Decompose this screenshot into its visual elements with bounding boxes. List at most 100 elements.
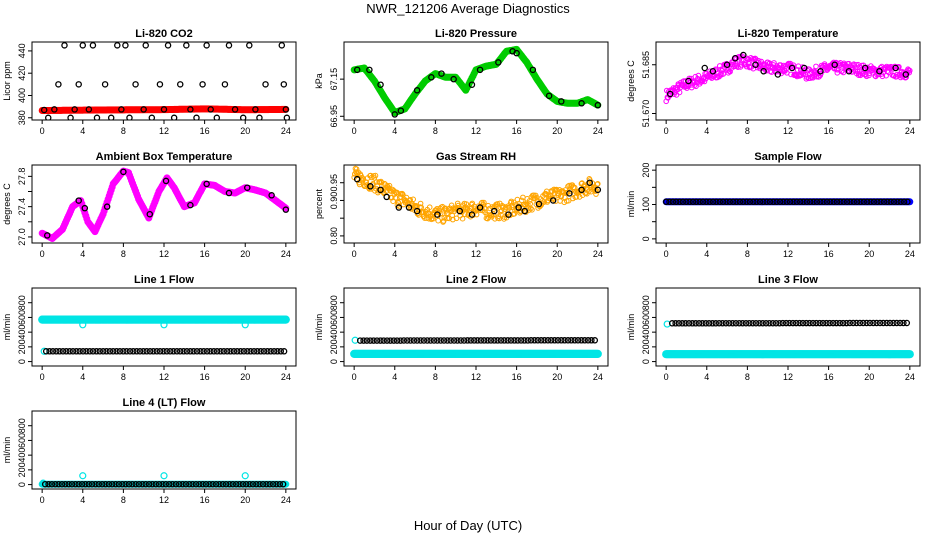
series-1 [38, 315, 290, 355]
data-point [143, 348, 150, 355]
data-point [513, 49, 520, 57]
data-point [81, 204, 89, 212]
series-2 [356, 337, 599, 344]
data-point [163, 348, 171, 355]
x-tick-label: 16 [824, 249, 834, 259]
y-tick-label: 51.670 [641, 100, 651, 128]
panel-frame [343, 41, 609, 121]
data-point [817, 198, 824, 206]
data-point [750, 198, 757, 206]
data-point [160, 472, 168, 480]
data-point [160, 321, 168, 329]
data-point [827, 198, 834, 206]
data-point [269, 480, 277, 488]
data-point [855, 61, 861, 68]
data-point [45, 480, 52, 488]
data-point [277, 348, 285, 355]
data-point [788, 64, 796, 72]
data-point [280, 348, 288, 355]
data-point [206, 480, 213, 488]
data-point [770, 198, 777, 206]
data-point [435, 217, 442, 224]
data-point [685, 320, 693, 327]
data-point [370, 337, 377, 344]
data-point [524, 337, 532, 344]
data-point [223, 348, 231, 355]
data-point [716, 198, 724, 206]
data-point [813, 198, 821, 206]
data-point [75, 81, 82, 88]
series-1 [38, 167, 290, 243]
data-point [772, 319, 780, 327]
data-point [843, 198, 851, 206]
data-point [568, 337, 575, 344]
data-point [535, 200, 543, 208]
y-tick-label: 200 [641, 163, 651, 178]
data-point [162, 480, 170, 488]
data-point [150, 348, 157, 355]
data-point [172, 480, 180, 488]
data-point [203, 180, 210, 188]
data-point [397, 107, 405, 114]
data-layer [350, 45, 602, 118]
data-point [254, 348, 261, 355]
data-point [55, 480, 62, 488]
data-point [796, 198, 804, 206]
data-point [896, 64, 902, 70]
data-point [517, 337, 525, 344]
data-point [53, 348, 60, 355]
data-point [142, 480, 149, 488]
y-tick-label: 400 [329, 325, 339, 340]
data-point [578, 100, 585, 107]
data-point [528, 205, 534, 212]
data-point [498, 211, 504, 218]
data-point [156, 81, 164, 88]
data-point [484, 337, 491, 344]
x-tick-label: 16 [512, 249, 522, 259]
data-point [476, 204, 484, 211]
data-point [494, 337, 501, 344]
data-point [574, 337, 582, 344]
data-point [515, 204, 522, 211]
data-point [725, 319, 733, 327]
data-point [561, 337, 568, 344]
y-tick-label: 440 [17, 43, 27, 58]
panel-title: Line 1 Flow [134, 274, 194, 286]
x-tick-label: 0 [40, 126, 45, 136]
data-point [282, 204, 290, 212]
data-point [103, 203, 111, 210]
data-point [470, 337, 478, 344]
data-point [863, 198, 871, 206]
data-point [96, 348, 104, 355]
x-tick-label: 0 [664, 249, 669, 259]
data-point [529, 66, 537, 74]
data-point [459, 215, 466, 222]
data-point [736, 319, 743, 327]
y-tick-label: 400 [17, 325, 27, 340]
x-tick-label: 8 [433, 249, 438, 259]
data-point [383, 337, 391, 344]
data-point [227, 348, 234, 355]
data-point [595, 181, 601, 187]
data-point [115, 480, 123, 488]
data-point [594, 186, 602, 194]
data-point [571, 337, 578, 344]
data-point [907, 67, 913, 74]
data-point [474, 337, 481, 344]
data-point [196, 480, 203, 488]
x-tick-label: 8 [745, 372, 750, 382]
data-point [826, 319, 833, 327]
data-point [79, 348, 87, 355]
y-tick-label: 420 [17, 66, 27, 81]
data-point [731, 55, 739, 62]
data-point [43, 232, 51, 239]
series-1 [662, 320, 914, 359]
data-point [739, 198, 747, 206]
x-tick-label: 4 [704, 126, 709, 136]
data-point [183, 348, 191, 355]
data-point [715, 319, 723, 327]
data-point [453, 215, 460, 222]
x-tick-label: 20 [240, 126, 250, 136]
data-point [280, 81, 288, 88]
data-point [810, 198, 817, 206]
